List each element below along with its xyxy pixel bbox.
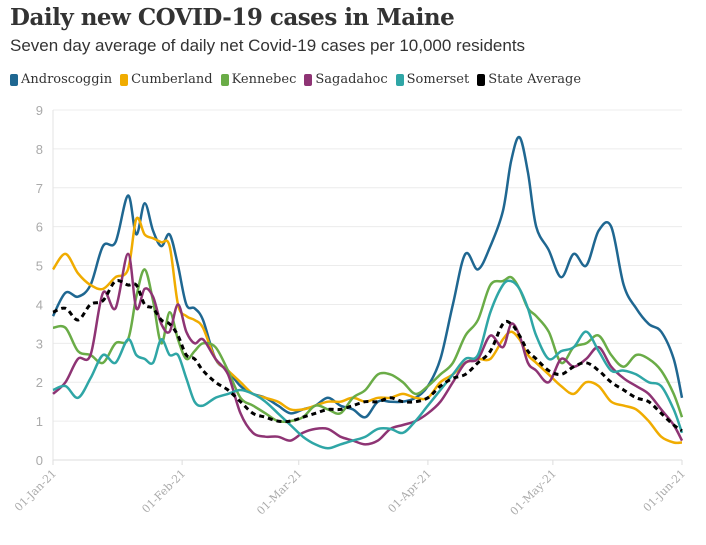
series-line-androscoggin[interactable]	[51, 135, 684, 419]
legend-label: Kennebec	[231, 72, 297, 87]
legend-swatch	[10, 73, 18, 86]
chart-title: Daily new COVID-19 cases in Maine	[10, 4, 455, 31]
series-lines	[51, 135, 684, 450]
legend-item[interactable]: Sagadahoc	[304, 72, 388, 87]
y-tick-label: 1	[36, 414, 43, 429]
legend-swatch	[304, 73, 313, 86]
legend-label: Somerset	[406, 72, 470, 87]
legend-label: Sagadahoc	[315, 72, 388, 87]
x-tick-label: 01-Apr-21	[385, 467, 434, 516]
legend-label: State Average	[488, 72, 582, 87]
legend-swatch	[220, 73, 229, 86]
legend-swatch	[120, 73, 129, 86]
y-tick-label: 5	[36, 259, 43, 274]
series-line-cumberland[interactable]	[51, 216, 683, 445]
x-axis: 01-Jan-21 01-Feb-21 01-Mar-21 01-Apr-21 01-M…	[12, 460, 688, 518]
y-tick-label: 7	[36, 181, 43, 196]
legend-item[interactable]: Kennebec	[220, 72, 297, 87]
legend-item[interactable]: State Average	[477, 72, 581, 87]
legend: Androscoggin Cumberland Kennebec Sagadahoc S…	[10, 72, 581, 87]
x-tick-label: 01-Mar-21	[254, 467, 305, 518]
legend-item[interactable]: Cumberland	[120, 72, 213, 87]
y-tick-label: 0	[36, 453, 43, 468]
legend-item[interactable]: Androscoggin	[10, 72, 112, 87]
x-tick-label: 01-Jun-21	[641, 467, 688, 514]
y-tick-label: 8	[36, 142, 43, 157]
series-line-kennebec[interactable]	[52, 268, 684, 424]
legend-item[interactable]: Somerset	[395, 72, 470, 87]
y-tick-label: 9	[36, 103, 43, 118]
x-tick-label: 01-Feb-21	[139, 467, 188, 516]
gridlines	[53, 109, 682, 461]
legend-label: Cumberland	[131, 72, 213, 87]
series-line-state-average[interactable]	[52, 278, 683, 433]
y-tick-label: 3	[36, 336, 43, 351]
y-tick-label: 2	[36, 375, 43, 390]
x-tick-label: 01-Jan-21	[12, 467, 59, 514]
legend-swatch	[477, 73, 486, 86]
legend-label: Androscoggin	[21, 72, 113, 87]
y-axis: 0 1 2 3 4 5 6 7 8 9	[36, 103, 54, 468]
series-line-somerset[interactable]	[52, 279, 684, 450]
y-tick-label: 4	[36, 297, 43, 312]
y-tick-label: 6	[36, 220, 43, 235]
x-tick-label: 01-May-21	[508, 467, 559, 518]
legend-swatch	[395, 73, 404, 86]
chart-subtitle: Seven day average of daily net Covid-19 …	[10, 36, 526, 55]
